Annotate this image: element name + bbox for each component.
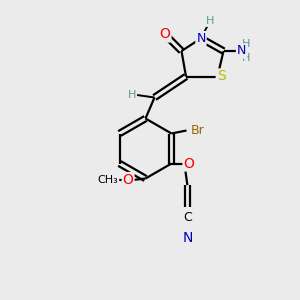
Text: S: S <box>217 70 226 83</box>
Text: H: H <box>242 52 250 63</box>
Text: CH₃: CH₃ <box>98 175 118 185</box>
Text: N: N <box>182 231 193 245</box>
Text: N: N <box>196 32 206 45</box>
Text: C: C <box>183 211 192 224</box>
Text: H: H <box>242 39 250 50</box>
Text: O: O <box>160 28 170 41</box>
Text: Br: Br <box>191 124 205 137</box>
Text: O: O <box>183 157 194 170</box>
Text: H: H <box>128 89 136 100</box>
Text: N: N <box>237 44 246 58</box>
Text: H: H <box>206 16 214 26</box>
Text: O: O <box>123 173 134 187</box>
